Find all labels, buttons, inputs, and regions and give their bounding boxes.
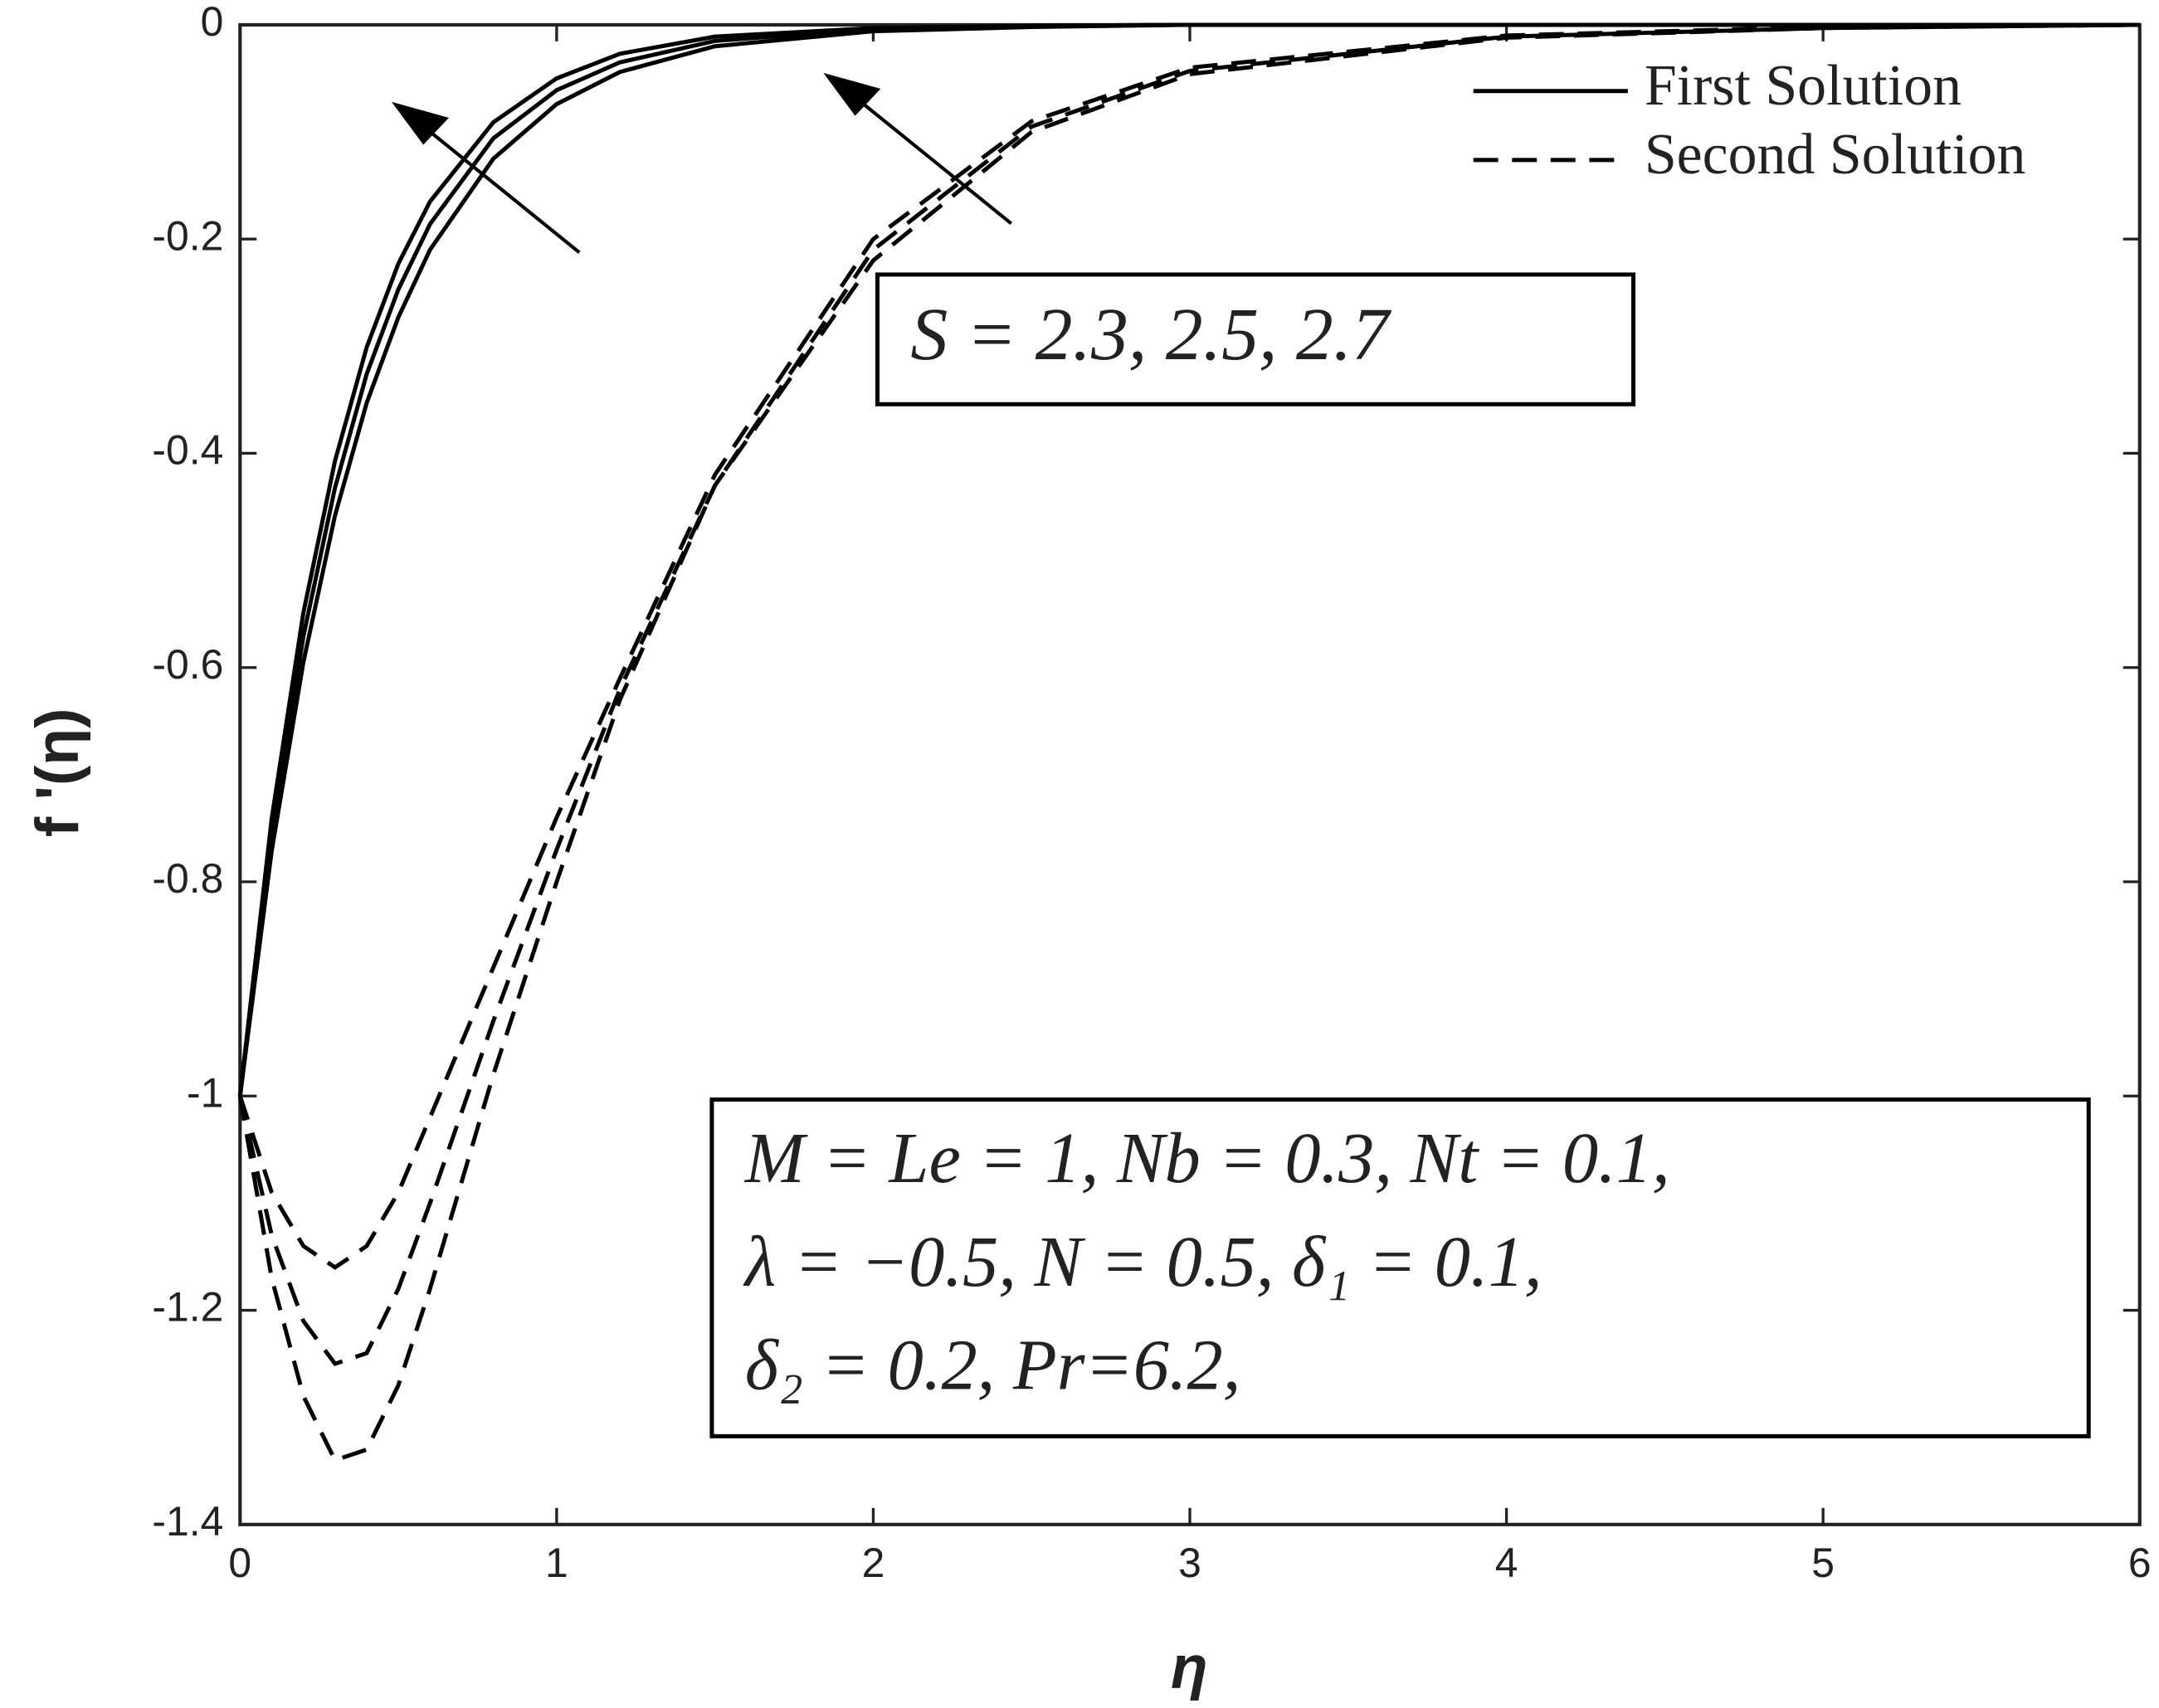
x-tick-label: 5 <box>1811 1540 1835 1586</box>
x-tick-label: 1 <box>545 1540 568 1586</box>
parameter-line: λ = −0.5, N = 0.5, δ₁ = 0.1, <box>743 1222 1542 1302</box>
y-axis-label: f '(η) <box>23 708 91 838</box>
y-tick-label: -1 <box>187 1069 223 1116</box>
arrow-line <box>419 123 581 254</box>
y-tick-label: -0.4 <box>152 427 223 474</box>
y-tick-label: 0 <box>201 0 224 45</box>
annotation-box <box>875 272 1636 406</box>
y-tick-label: -0.6 <box>152 641 223 688</box>
y-tick-label: -0.8 <box>152 855 223 902</box>
parameter-line: δ₂ = 0.2, Pr=6.2, <box>745 1326 1241 1405</box>
legend-label: First Solution <box>1645 54 1962 118</box>
arrow-line <box>851 94 1013 226</box>
x-axis-label: η <box>1171 1633 1208 1701</box>
parameter-line: M = Le = 1, Nb = 0.3, Nt = 0.1, <box>743 1118 1670 1198</box>
x-tick-label: 3 <box>1178 1540 1201 1586</box>
legend-label: Second Solution <box>1645 123 2026 187</box>
annotation: S = 2.3, 2.5, 2.7 <box>910 294 1391 376</box>
line <box>237 22 2140 1097</box>
arrow-head <box>823 72 881 116</box>
y-tick-label: -0.2 <box>152 212 223 259</box>
y-tick-label: -1.2 <box>152 1284 223 1331</box>
line <box>237 22 2140 1367</box>
line <box>237 22 2140 1463</box>
line <box>237 22 2140 1270</box>
arrows <box>391 72 1013 254</box>
x-tick-label: 2 <box>862 1540 885 1586</box>
arrow-head <box>391 101 449 145</box>
parameter-box <box>709 1097 2091 1438</box>
y-tick-label: -1.4 <box>152 1498 223 1545</box>
x-tick-label: 0 <box>228 1540 251 1586</box>
x-tick-label: 6 <box>2128 1540 2152 1586</box>
x-tick-label: 4 <box>1495 1540 1518 1586</box>
